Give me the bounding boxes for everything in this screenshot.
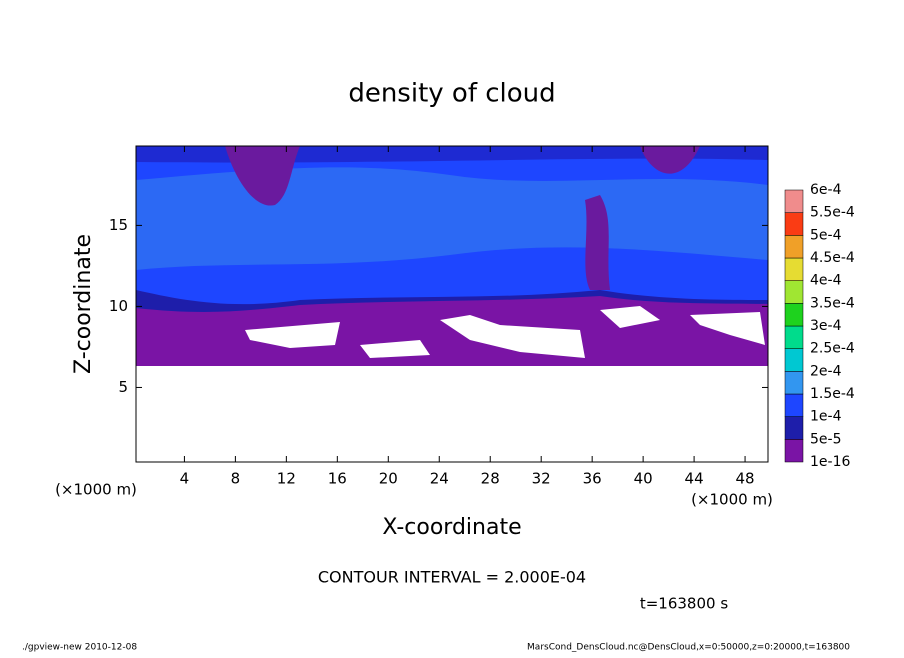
colorbar-box (784, 189, 804, 213)
colorbar-label: 1.5e-4 (810, 386, 855, 402)
colorbar-box (784, 280, 804, 304)
x-tick-label: 40 (634, 470, 653, 488)
colorbar-box (784, 235, 804, 259)
colorbar-label: 5e-5 (810, 431, 841, 447)
field (136, 146, 768, 366)
field-hole (245, 306, 765, 358)
colorbar-label: 3.5e-4 (810, 295, 855, 311)
plume (640, 146, 700, 174)
footer-left: ./gpview-new 2010-12-08 (22, 643, 137, 653)
y-tick-label: 15 (109, 216, 128, 234)
colorbar-label: 1e-4 (810, 409, 842, 425)
colorbar-box (784, 439, 804, 463)
y-tick-label: 5 (118, 378, 128, 396)
x-tick-label: 48 (736, 470, 755, 488)
x-tick-label: 24 (430, 470, 449, 488)
colorbar-label: 3e-4 (810, 318, 842, 334)
colorbar-box (784, 303, 804, 327)
field-light (136, 167, 768, 270)
x-axis-label: X-coordinate (382, 515, 521, 540)
y-axis-label: Z-coordinate (71, 234, 96, 374)
x-tick-label: 20 (379, 470, 398, 488)
colorbar-label: 2e-4 (810, 363, 842, 379)
x-tick-label: 12 (277, 470, 296, 488)
colorbar-box (784, 325, 804, 349)
x-unit-label: (×1000 m) (691, 491, 773, 509)
colorbar-box (784, 393, 804, 417)
plot-frame (135, 145, 769, 463)
colorbar-box (784, 348, 804, 372)
x-tick-label: 4 (180, 470, 190, 488)
colorbar-label: 4e-4 (810, 273, 842, 289)
y-tick-label: 10 (109, 297, 128, 315)
x-tick-label: 28 (481, 470, 500, 488)
x-unit-label: (×1000 m) (55, 481, 137, 499)
colorbar-label: 6e-4 (810, 182, 842, 198)
plume (585, 195, 610, 290)
x-tick-label: 44 (685, 470, 704, 488)
colorbar-label: 1e-16 (810, 454, 850, 470)
colorbar-box (784, 257, 804, 281)
colorbar-box (784, 416, 804, 440)
colorbar-label: 5.5e-4 (810, 205, 855, 221)
x-tick-label: 36 (583, 470, 602, 488)
chart-title: density of cloud (348, 79, 555, 109)
colorbar-label: 4.5e-4 (810, 250, 855, 266)
contour-interval: CONTOUR INTERVAL = 2.000E-04 (318, 568, 586, 587)
colorbar-box (784, 371, 804, 395)
colorbar-label: 2.5e-4 (810, 341, 855, 357)
time-label: t=163800 s (640, 595, 728, 613)
footer-right: MarsCond_DensCloud.nc@DensCloud,x=0:5000… (527, 643, 850, 653)
colorbar-label: 5e-4 (810, 227, 842, 243)
x-tick-label: 16 (328, 470, 347, 488)
colorbar-box (784, 212, 804, 236)
x-tick-label: 32 (532, 470, 551, 488)
plume (225, 146, 300, 206)
x-tick-label: 8 (231, 470, 241, 488)
